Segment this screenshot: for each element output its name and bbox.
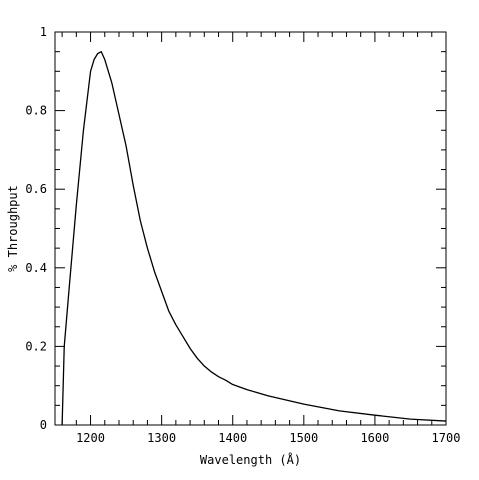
x-tick-label: 1300 — [147, 431, 176, 445]
x-tick-label: 1500 — [289, 431, 318, 445]
y-tick-label: 0.4 — [25, 261, 47, 275]
y-tick-label: 0 — [40, 418, 47, 432]
x-tick-label: 1200 — [76, 431, 105, 445]
y-tick-label: 1 — [40, 25, 47, 39]
y-tick-label: 0.2 — [25, 339, 47, 353]
tick-marks — [55, 31, 447, 426]
plot-frame — [54, 31, 447, 426]
x-axis-label: Wavelength (Å) — [200, 452, 301, 467]
y-tick-label: 0.6 — [25, 182, 47, 196]
y-axis-label: % Throughput — [6, 185, 20, 272]
tick-labels: 1200 1300 1400 1500 1600 1700 0 0.2 0.4 0.6 0.8 1 — [25, 25, 460, 445]
series-layer — [61, 51, 447, 426]
y-tick-label: 0.8 — [25, 104, 47, 118]
x-tick-label: 1700 — [432, 431, 461, 445]
series-line — [61, 51, 447, 426]
x-tick-label: 1600 — [360, 431, 389, 445]
x-tick-label: 1400 — [218, 431, 247, 445]
